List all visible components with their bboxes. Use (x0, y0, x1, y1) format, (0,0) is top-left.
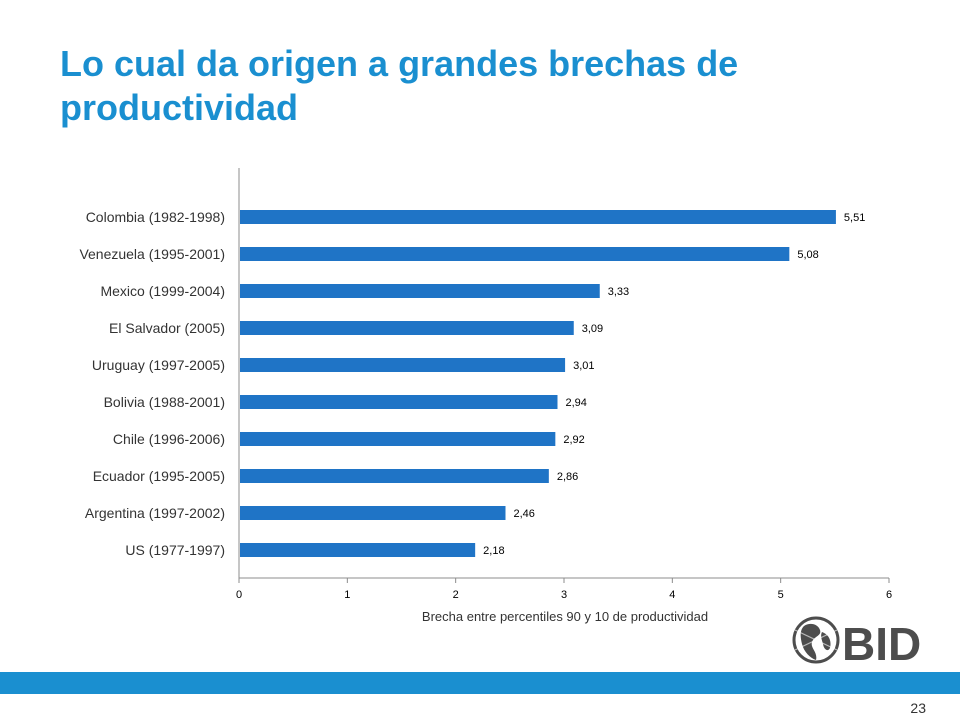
data-label: 2,46 (514, 508, 535, 520)
chart-bars (240, 210, 836, 557)
data-label: 3,33 (608, 286, 629, 298)
page-number: 23 (910, 700, 926, 716)
bar (240, 506, 506, 520)
data-label: 2,86 (557, 471, 578, 483)
x-tick-label: 5 (778, 589, 784, 601)
bar (240, 321, 574, 335)
x-tick-label: 3 (561, 589, 567, 601)
data-label: 2,94 (566, 397, 587, 409)
data-label: 2,92 (563, 434, 584, 446)
bar (240, 432, 556, 446)
category-label: Mexico (1999-2004) (100, 283, 225, 299)
footer-bar (0, 672, 960, 694)
bar (240, 469, 549, 483)
x-tick-label: 1 (344, 589, 350, 601)
category-label: El Salvador (2005) (109, 320, 225, 336)
category-label: Chile (1996-2006) (113, 431, 225, 447)
bar (240, 210, 836, 224)
slide-title: Lo cual da origen a grandes brechas de p… (60, 43, 739, 128)
bar (240, 247, 790, 261)
category-label: US (1977-1997) (125, 542, 225, 558)
category-label: Ecuador (1995-2005) (93, 468, 225, 484)
category-label: Bolivia (1988-2001) (104, 394, 225, 410)
bar (240, 358, 566, 372)
category-label: Venezuela (1995-2001) (79, 246, 225, 262)
globe-icon (792, 616, 840, 664)
x-tick-label: 0 (236, 589, 242, 601)
data-label: 3,01 (573, 360, 594, 372)
logo-text: BID (842, 618, 921, 668)
x-tick-label: 6 (886, 589, 892, 601)
data-label: 2,18 (483, 545, 504, 557)
category-label: Uruguay (1997-2005) (92, 357, 225, 373)
data-label: 5,08 (797, 249, 818, 261)
bar (240, 543, 476, 557)
bar (240, 395, 558, 409)
chart-labels: 0 1 2 3 4 5 6 Brecha entre percentiles 90 y 10 … (79, 209, 892, 624)
x-axis-label: Brecha entre percentiles 90 y 10 de prod… (422, 609, 708, 624)
category-label: Colombia (1982-1998) (86, 209, 225, 225)
bid-logo: BID (792, 616, 921, 668)
data-label: 3,09 (582, 323, 603, 335)
chart-axes (238, 168, 890, 583)
data-label: 5,51 (844, 212, 865, 224)
x-tick-label: 2 (453, 589, 459, 601)
x-tick-label: 4 (669, 589, 675, 601)
category-label: Argentina (1997-2002) (85, 505, 225, 521)
bar (240, 284, 600, 298)
